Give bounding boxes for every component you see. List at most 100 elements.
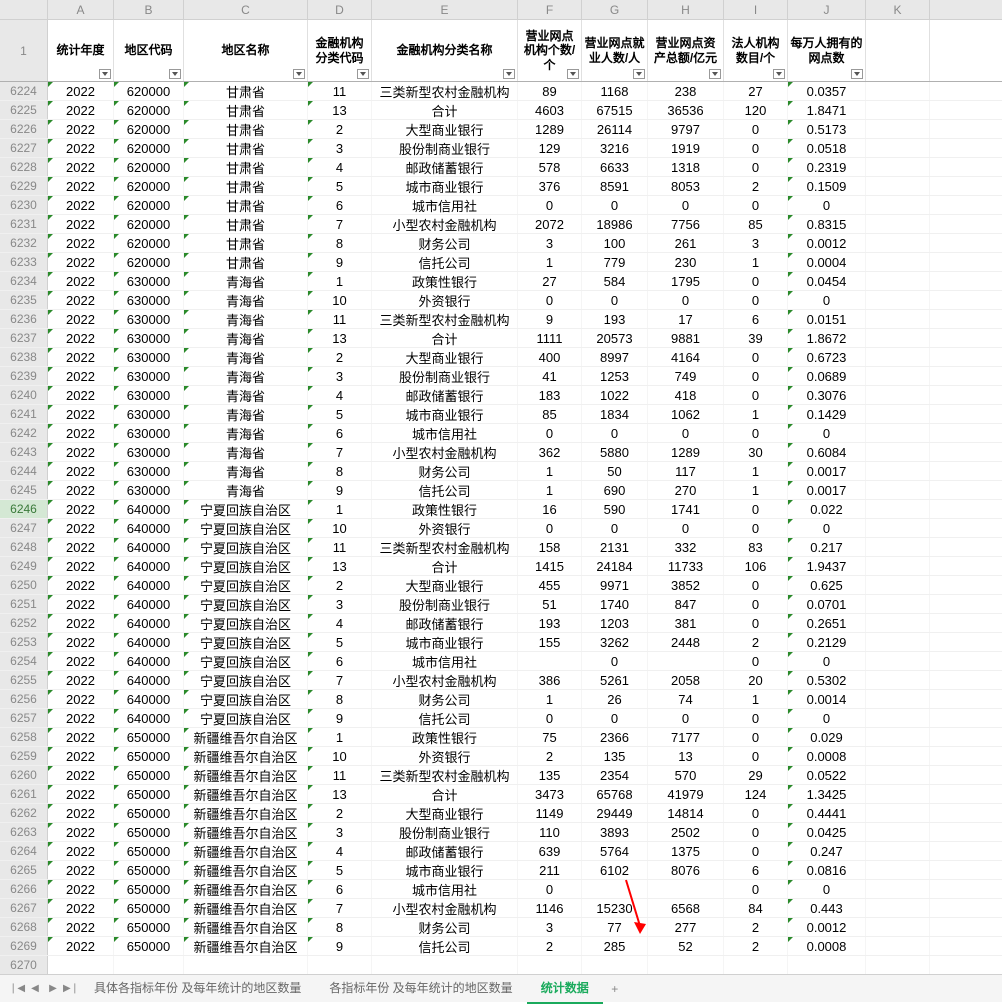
cell[interactable]: 2022 [48,842,114,860]
cell[interactable]: 0.0151 [788,310,866,328]
cell[interactable]: 宁夏回族自治区 [184,557,308,575]
cell[interactable]: 0.0017 [788,462,866,480]
cell[interactable]: 小型农村金融机构 [372,443,518,461]
cell[interactable]: 0.0522 [788,766,866,784]
filter-dropdown-icon[interactable] [99,69,111,79]
cell[interactable]: 1318 [648,158,724,176]
cell[interactable]: 0 [724,652,788,670]
cell[interactable]: 0.0014 [788,690,866,708]
cell[interactable]: 277 [648,918,724,936]
cell[interactable]: 640000 [114,595,184,613]
cell[interactable]: 城市商业银行 [372,177,518,195]
cell[interactable]: 0 [788,519,866,537]
cell[interactable]: 0 [724,272,788,290]
cell[interactable]: 24184 [582,557,648,575]
cell-empty[interactable] [866,405,930,423]
cell[interactable]: 26 [582,690,648,708]
cell[interactable]: 135 [518,766,582,784]
cell[interactable]: 4164 [648,348,724,366]
cell[interactable]: 大型商业银行 [372,804,518,822]
cell[interactable]: 690 [582,481,648,499]
cell[interactable]: 0 [724,196,788,214]
cell[interactable]: 120 [724,101,788,119]
cell[interactable]: 2022 [48,899,114,917]
cell[interactable]: 合计 [372,101,518,119]
cell[interactable]: 3852 [648,576,724,594]
cell[interactable]: 650000 [114,823,184,841]
cell-empty[interactable] [184,956,308,974]
header-cell[interactable]: 地区名称 [184,20,308,81]
cell[interactable]: 650000 [114,766,184,784]
sheet-tab[interactable]: 统计数据 [527,973,603,1004]
cell[interactable]: 11 [308,82,372,100]
cell[interactable]: 640000 [114,652,184,670]
cell[interactable]: 6568 [648,899,724,917]
cell[interactable]: 0.0425 [788,823,866,841]
cell[interactable]: 宁夏回族自治区 [184,595,308,613]
cell[interactable]: 0 [648,709,724,727]
cell[interactable]: 67515 [582,101,648,119]
cell-empty[interactable] [866,120,930,138]
cell[interactable]: 5764 [582,842,648,860]
cell-empty[interactable] [866,652,930,670]
cell[interactable]: 新疆维吾尔自治区 [184,804,308,822]
cell-empty[interactable] [866,82,930,100]
cell-empty[interactable] [866,880,930,898]
cell-empty[interactable] [372,956,518,974]
cell[interactable]: 578 [518,158,582,176]
cell[interactable]: 信托公司 [372,253,518,271]
row-number[interactable]: 6225 [0,101,48,119]
cell[interactable]: 620000 [114,234,184,252]
cell[interactable]: 大型商业银行 [372,576,518,594]
cell[interactable]: 2022 [48,101,114,119]
cell[interactable]: 0 [788,424,866,442]
cell[interactable]: 110 [518,823,582,841]
row-number[interactable]: 6246 [0,500,48,518]
cell[interactable]: 155 [518,633,582,651]
cell-empty[interactable] [866,557,930,575]
cell[interactable]: 邮政储蓄银行 [372,386,518,404]
cell[interactable]: 2022 [48,215,114,233]
cell[interactable]: 10 [308,291,372,309]
cell[interactable]: 9797 [648,120,724,138]
row-number[interactable]: 6270 [0,956,48,974]
add-sheet-button[interactable]: + [603,982,627,996]
cell[interactable]: 36536 [648,101,724,119]
cell[interactable]: 青海省 [184,386,308,404]
cell[interactable]: 1741 [648,500,724,518]
cell[interactable]: 0 [724,519,788,537]
cell[interactable]: 合计 [372,557,518,575]
cell[interactable]: 630000 [114,272,184,290]
cell[interactable]: 27 [518,272,582,290]
cell[interactable]: 650000 [114,842,184,860]
cell[interactable]: 甘肃省 [184,215,308,233]
cell[interactable]: 2022 [48,329,114,347]
cell[interactable]: 2022 [48,595,114,613]
cell[interactable]: 650000 [114,728,184,746]
cell[interactable]: 0 [788,652,866,670]
cell[interactable]: 大型商业银行 [372,120,518,138]
cell[interactable]: 政策性银行 [372,500,518,518]
cell[interactable]: 小型农村金融机构 [372,899,518,917]
row-number[interactable]: 6267 [0,899,48,917]
cell[interactable]: 193 [518,614,582,632]
cell[interactable]: 2022 [48,652,114,670]
cell[interactable]: 106 [724,557,788,575]
cell-empty[interactable] [648,956,724,974]
cell-empty[interactable] [866,538,930,556]
cell[interactable]: 0.2319 [788,158,866,176]
cell[interactable]: 政策性银行 [372,728,518,746]
cell[interactable]: 418 [648,386,724,404]
cell[interactable]: 0.217 [788,538,866,556]
cell[interactable]: 0 [582,196,648,214]
cell[interactable]: 2131 [582,538,648,556]
filter-dropdown-icon[interactable] [567,69,579,79]
cell[interactable]: 2022 [48,728,114,746]
cell[interactable]: 0.0008 [788,747,866,765]
row-number[interactable]: 6231 [0,215,48,233]
row-number[interactable]: 6269 [0,937,48,955]
cell[interactable]: 640000 [114,671,184,689]
row-number[interactable]: 6237 [0,329,48,347]
row-number[interactable]: 6242 [0,424,48,442]
cell[interactable]: 83 [724,538,788,556]
